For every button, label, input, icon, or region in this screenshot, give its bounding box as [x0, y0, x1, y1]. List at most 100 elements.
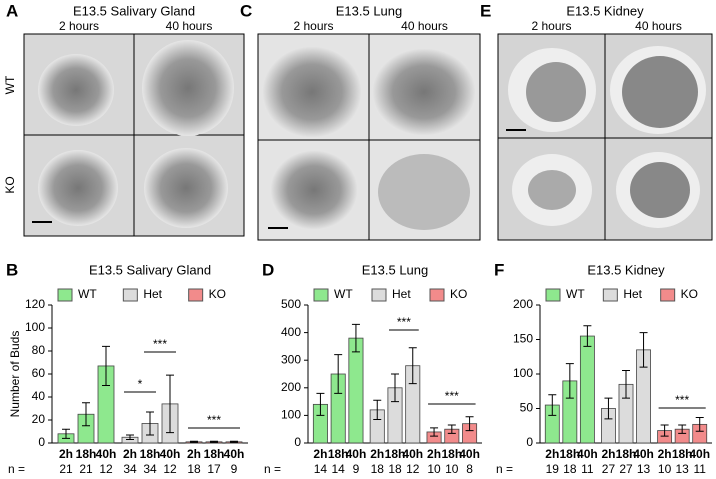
- y-tick-label: 0: [38, 435, 45, 449]
- error-bar: [334, 354, 343, 394]
- legend-label: KO: [450, 287, 467, 301]
- legend-swatch: [371, 288, 387, 302]
- error-bar: [565, 363, 574, 399]
- panel-letter: F: [494, 260, 504, 279]
- x-tick-label: 40h: [402, 447, 423, 461]
- panel-letter: A: [6, 1, 18, 20]
- y-tick-label: 150: [513, 332, 533, 346]
- legend-swatch: [57, 288, 73, 302]
- panel-title: E13.5 Salivary Gland: [73, 3, 195, 18]
- panel-title: E13.5 Kidney: [566, 3, 644, 18]
- x-tick-label: 40h: [346, 447, 367, 461]
- legend-label: Het: [623, 287, 642, 301]
- legend-swatch: [429, 288, 445, 302]
- x-tick-label: 40h: [633, 447, 654, 461]
- error-bar: [62, 428, 70, 439]
- y-tick-label: 200: [281, 380, 301, 394]
- bar: [348, 337, 364, 444]
- x-tick-label: 18h: [441, 447, 462, 461]
- panel-letter: B: [6, 260, 18, 279]
- x-tick-label: 2h: [187, 447, 201, 461]
- x-tick-label: 2h: [370, 447, 384, 461]
- x-tick-label: 18h: [204, 447, 225, 461]
- micrographs: [23, 33, 713, 241]
- y-tick-label: 300: [281, 352, 301, 366]
- significance-label: *: [138, 377, 143, 391]
- row-label: WT: [3, 75, 17, 94]
- x-tick-label: 2h: [427, 447, 441, 461]
- n-count: 21: [59, 462, 73, 476]
- y-tick-label: 120: [25, 297, 45, 311]
- legend-label: Het: [392, 287, 411, 301]
- error-bar: [126, 434, 134, 441]
- y-tick-label: 50: [520, 401, 534, 415]
- n-count: 14: [332, 462, 346, 476]
- n-count: 10: [658, 462, 672, 476]
- error-bar: [102, 345, 110, 386]
- error-bar: [430, 427, 439, 437]
- error-bar: [210, 440, 218, 443]
- column-label: 2 hours: [293, 19, 333, 33]
- n-count: 13: [637, 462, 651, 476]
- chart-title: E13.5 Salivary Gland: [89, 262, 211, 277]
- n-count: 10: [427, 462, 441, 476]
- legend-label: Het: [143, 287, 162, 301]
- legend-swatch: [122, 288, 138, 302]
- n-count: 14: [314, 462, 328, 476]
- error-bar: [82, 402, 90, 427]
- n-count: 12: [406, 462, 420, 476]
- n-count: 12: [99, 462, 113, 476]
- legend-label: WT: [566, 287, 585, 301]
- legend-swatch: [602, 288, 618, 302]
- x-tick-label: 18h: [328, 447, 349, 461]
- x-tick-label: 2h: [313, 447, 327, 461]
- n-count: 27: [619, 462, 633, 476]
- y-tick-label: 100: [513, 366, 533, 380]
- significance-label: ***: [397, 315, 411, 329]
- n-label: n =: [496, 462, 513, 476]
- y-tick-label: 40: [32, 389, 46, 403]
- y-tick-label: 400: [281, 325, 301, 339]
- panel-letter: D: [262, 260, 274, 279]
- x-tick-label: 40h: [96, 447, 117, 461]
- error-bar: [316, 392, 325, 416]
- error-bar: [146, 411, 154, 436]
- y-tick-label: 20: [32, 412, 46, 426]
- legend-swatch: [313, 288, 329, 302]
- n-label: n =: [264, 462, 281, 476]
- n-count: 21: [79, 462, 93, 476]
- n-count: 11: [581, 462, 594, 476]
- n-count: 10: [445, 462, 459, 476]
- column-label: 40 hours: [401, 19, 448, 33]
- x-tick-label: 18h: [385, 447, 406, 461]
- column-label: 2 hours: [59, 19, 99, 33]
- n-count: 9: [353, 462, 360, 476]
- y-tick-label: 80: [32, 343, 46, 357]
- error-bar: [583, 325, 592, 347]
- legend-swatch: [188, 288, 204, 302]
- y-axis-label: Number of Buds: [8, 331, 22, 418]
- error-bar: [678, 424, 687, 434]
- y-tick-label: 60: [32, 366, 46, 380]
- column-label: 40 hours: [635, 19, 682, 33]
- error-bar: [190, 440, 198, 443]
- y-tick-label: 500: [281, 297, 301, 311]
- error-bar: [660, 424, 669, 437]
- error-bar: [408, 347, 417, 385]
- x-tick-label: 2h: [658, 447, 672, 461]
- significance-label: ***: [207, 413, 221, 427]
- x-tick-label: 2h: [59, 447, 73, 461]
- panel-letter: E: [480, 1, 491, 20]
- x-tick-label: 18h: [140, 447, 161, 461]
- x-tick-label: 40h: [224, 447, 245, 461]
- error-bar: [465, 416, 474, 432]
- significance-label: ***: [445, 389, 459, 403]
- n-count: 27: [602, 462, 616, 476]
- error-bar: [548, 394, 557, 416]
- y-tick-label: 0: [294, 435, 301, 449]
- error-bar: [622, 370, 630, 399]
- error-bar: [604, 397, 613, 420]
- n-count: 13: [675, 462, 689, 476]
- error-bar: [391, 373, 399, 403]
- panel-title: E13.5 Lung: [336, 3, 403, 18]
